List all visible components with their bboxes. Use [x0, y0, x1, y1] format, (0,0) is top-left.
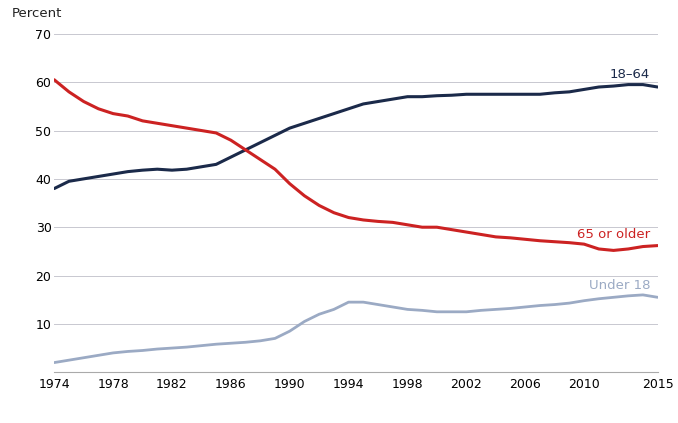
Text: Percent: Percent: [12, 7, 62, 20]
Text: 18–64: 18–64: [610, 69, 650, 82]
Text: 65 or older: 65 or older: [577, 228, 650, 241]
Text: Under 18: Under 18: [589, 279, 650, 292]
